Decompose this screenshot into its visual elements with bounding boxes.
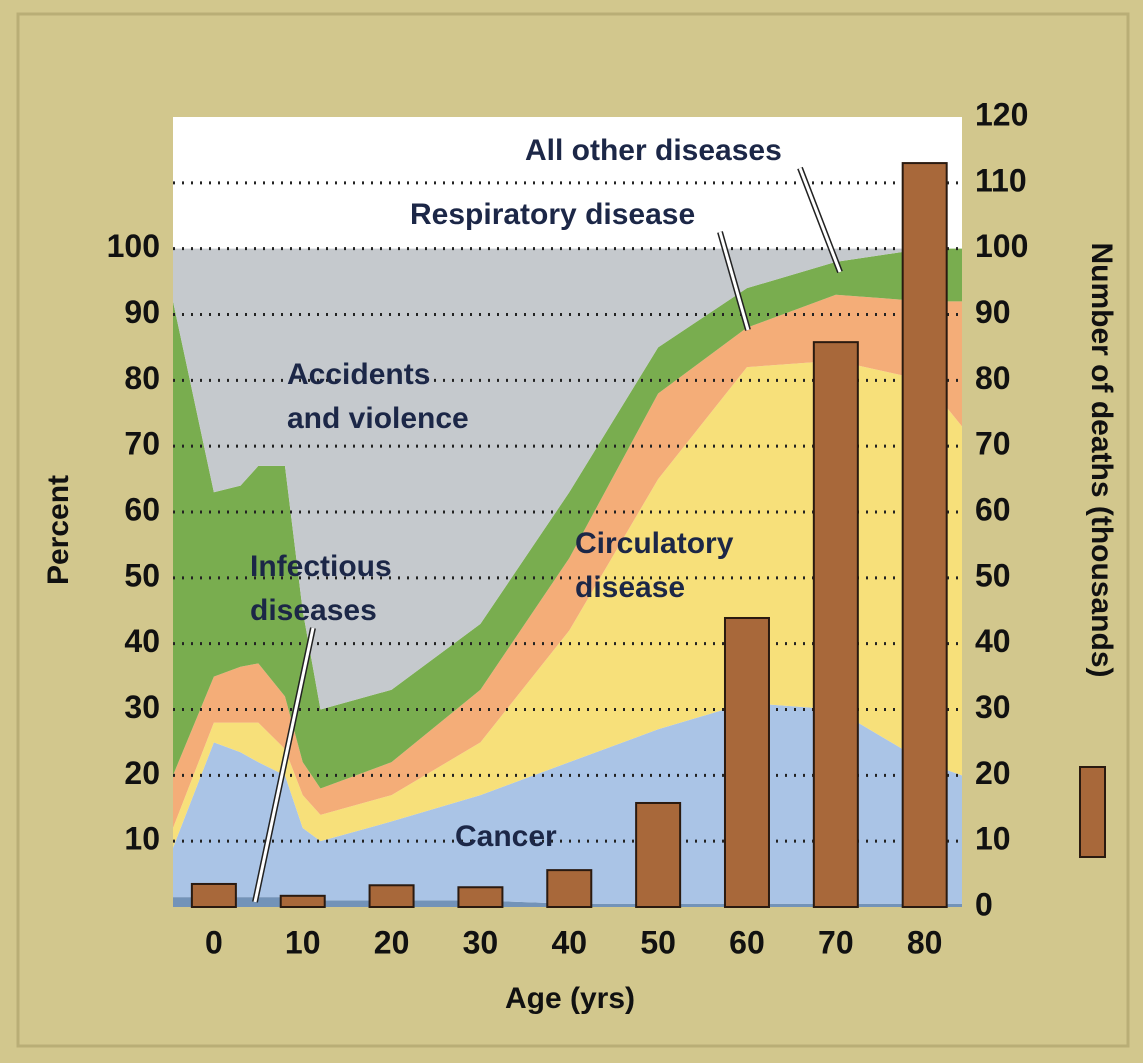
y2-tick-label: 120 (975, 96, 1028, 132)
y-tick-label: 10 (124, 821, 160, 857)
series-label: Accidents and violence (287, 358, 469, 435)
x-tick-label: 40 (551, 924, 587, 960)
area (173, 248, 962, 789)
area (173, 248, 962, 710)
y-tick-label: 80 (124, 360, 160, 396)
bar (812, 341, 859, 908)
x-tick-label: 70 (818, 924, 854, 960)
leader-line (253, 627, 315, 903)
y2-tick-label: 40 (975, 623, 1011, 659)
y2-tick-label: 60 (975, 491, 1011, 527)
bar (190, 882, 237, 908)
y-tick-label: 60 (124, 491, 160, 527)
series-label: Infectious diseases (250, 550, 400, 627)
x-tick-label: 20 (374, 924, 410, 960)
bar (457, 886, 504, 908)
y2-tick-label: 10 (975, 821, 1011, 857)
leader-line (798, 167, 842, 273)
bar (901, 162, 948, 909)
y-tick-label: 20 (124, 755, 160, 791)
y2-axis-label: Number of deaths (thousands) (1085, 242, 1118, 677)
bar (279, 894, 326, 909)
y2-tick-label: 70 (975, 426, 1011, 462)
x-tick-label: 80 (907, 924, 943, 960)
area (173, 360, 962, 848)
series-label: Circulatory disease (575, 527, 742, 604)
y2-tick-label: 30 (975, 689, 1011, 725)
y2-tick-label: 110 (975, 162, 1027, 198)
series-label: All other diseases (525, 134, 782, 167)
y2-tick-label: 80 (975, 360, 1011, 396)
x-axis-label: Age (yrs) (505, 982, 635, 1015)
bar (723, 616, 770, 908)
y-tick-label: 100 (107, 228, 160, 264)
leader-line (718, 231, 750, 331)
x-tick-label: 10 (285, 924, 321, 960)
y-axis-label: Percent (42, 475, 75, 585)
y2-tick-label: 100 (975, 228, 1028, 264)
x-tick-label: 0 (205, 924, 223, 960)
y2-tick-label: 0 (975, 886, 993, 922)
x-tick-label: 30 (463, 924, 499, 960)
y-tick-label: 40 (124, 623, 160, 659)
y-tick-label: 50 (124, 557, 160, 593)
y2-tick-label: 20 (975, 755, 1011, 791)
y-tick-label: 70 (124, 426, 160, 462)
bar (368, 884, 415, 909)
y-tick-label: 30 (124, 689, 160, 725)
x-tick-label: 60 (729, 924, 765, 960)
series-label: Cancer (455, 820, 557, 853)
x-tick-label: 50 (640, 924, 676, 960)
bar (635, 801, 682, 909)
bar (546, 869, 593, 909)
legend-swatch (1079, 766, 1106, 858)
series-label: Respiratory disease (410, 198, 695, 231)
y-tick-label: 90 (124, 294, 160, 330)
area (173, 294, 962, 828)
y2-tick-label: 90 (975, 294, 1011, 330)
y2-tick-label: 50 (975, 557, 1011, 593)
